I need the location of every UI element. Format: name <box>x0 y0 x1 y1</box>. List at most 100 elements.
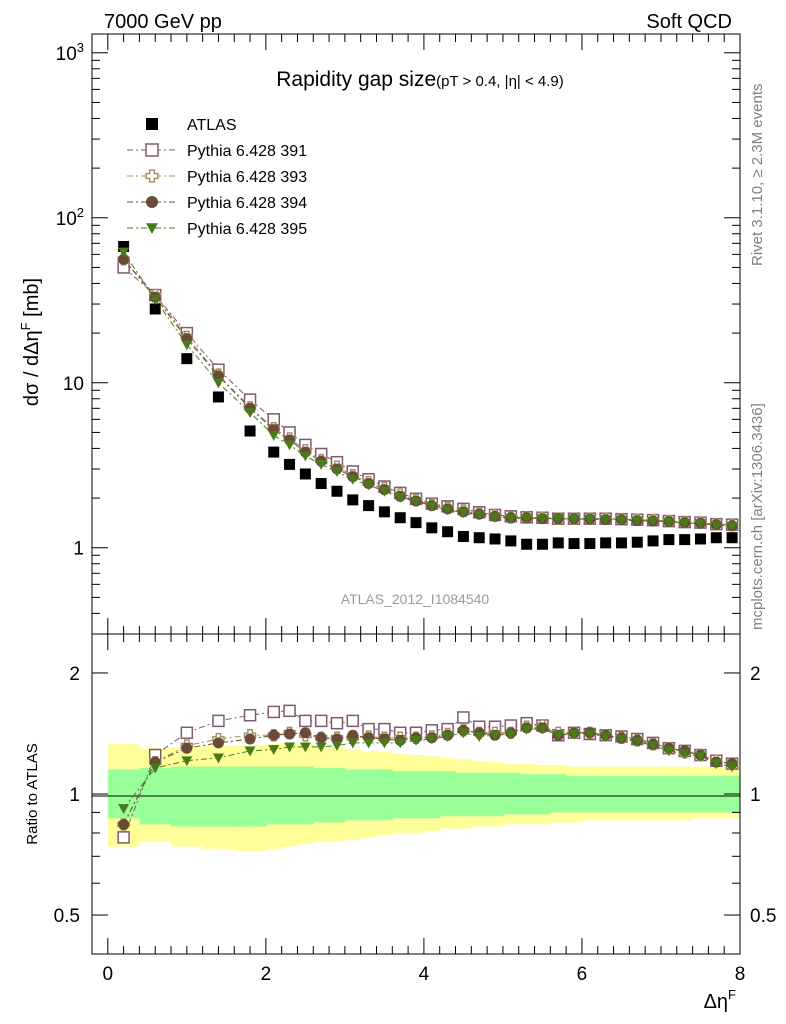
main-y-tick-label: 10 <box>63 374 84 395</box>
inner-uncertainty-band <box>692 775 709 813</box>
data-point <box>347 729 359 741</box>
data-point <box>146 223 158 234</box>
data-point <box>181 742 193 754</box>
inner-uncertainty-band <box>550 774 567 813</box>
data-point <box>268 430 280 441</box>
inner-uncertainty-band <box>708 775 725 813</box>
data-point <box>284 458 296 470</box>
data-point <box>244 425 256 437</box>
data-point <box>536 538 548 550</box>
data-point <box>284 728 296 740</box>
data-point <box>663 517 675 528</box>
inner-uncertainty-band <box>408 771 425 819</box>
data-point <box>521 538 533 550</box>
data-point <box>181 353 193 365</box>
data-point <box>442 526 454 538</box>
data-point <box>505 514 517 525</box>
inner-uncertainty-band <box>439 771 457 817</box>
data-point <box>647 535 659 547</box>
data-point <box>584 729 596 740</box>
data-point <box>145 169 159 183</box>
data-point <box>568 729 580 740</box>
data-point <box>410 517 422 529</box>
data-point <box>663 534 675 546</box>
x-label-base: Δη <box>704 991 728 1013</box>
main-y-label-sup: F <box>18 322 33 330</box>
data-point <box>180 726 194 740</box>
inner-uncertainty-band <box>645 775 662 813</box>
data-point <box>331 741 343 752</box>
data-point <box>631 737 643 748</box>
chart-title: Rapidity gap size(pT > 0.4, |η| < 4.9) <box>276 68 564 91</box>
x-axis-label: ΔηF <box>704 987 736 1013</box>
data-point <box>378 738 390 749</box>
data-point <box>584 514 596 525</box>
main-y-tick-label: 103 <box>56 40 84 65</box>
inner-uncertainty-band <box>518 774 536 815</box>
data-point <box>457 508 469 519</box>
data-point <box>473 510 485 521</box>
chart-title-cuts: (pT > 0.4, |η| < 4.9) <box>436 73 564 90</box>
ratio-y-tick-label-right: 0.5 <box>750 906 776 927</box>
ratio-y-tick-label-right: 1 <box>750 785 761 806</box>
data-point <box>710 520 722 531</box>
data-point <box>647 516 659 527</box>
data-point <box>473 732 485 742</box>
inner-uncertainty-band <box>455 772 472 817</box>
data-point <box>181 756 193 767</box>
x-tick-label: 4 <box>419 964 430 985</box>
data-point <box>536 514 548 525</box>
ratio-y-tick-label: 1 <box>69 785 80 806</box>
data-point <box>118 804 130 815</box>
data-point <box>212 737 224 749</box>
inner-uncertainty-band <box>597 775 615 813</box>
data-point <box>212 714 225 728</box>
data-point <box>347 738 359 749</box>
inner-uncertainty-band <box>171 766 204 827</box>
data-point <box>489 730 501 741</box>
data-point <box>331 467 343 477</box>
data-point <box>212 753 224 764</box>
inner-uncertainty-band <box>502 772 520 815</box>
series-pythia-6-428-395 <box>118 724 738 815</box>
data-point <box>267 705 281 719</box>
data-point <box>378 486 390 497</box>
inner-uncertainty-band <box>534 774 551 815</box>
energy-label: 7000 GeV pp <box>104 11 222 33</box>
ratio-y-tick-label: 2 <box>69 664 80 685</box>
data-point <box>552 537 564 549</box>
legend-entry: Pythia 6.428 391 <box>127 143 307 160</box>
data-point <box>489 533 501 545</box>
ratio-bands <box>107 742 741 852</box>
data-point <box>584 538 596 550</box>
series-line <box>123 251 733 527</box>
inner-uncertainty-band <box>676 775 694 813</box>
data-point <box>694 533 706 545</box>
data-point <box>521 724 533 735</box>
series-pythia-6-428-393 <box>117 253 739 532</box>
inner-uncertainty-band <box>487 772 504 817</box>
series-atlas <box>118 240 738 550</box>
data-point <box>457 530 469 542</box>
rivet-label: Rivet 3.1.10, ≥ 2.3M events <box>749 84 766 267</box>
legend-label: Pythia 6.428 391 <box>187 143 307 160</box>
data-point <box>694 752 706 762</box>
data-point <box>315 478 327 490</box>
legend-entry: Pythia 6.428 394 <box>127 195 307 212</box>
data-point <box>631 536 643 548</box>
inner-uncertainty-band <box>329 768 346 823</box>
data-point <box>299 451 311 462</box>
data-point <box>663 746 675 757</box>
data-point <box>394 512 406 524</box>
data-point <box>315 459 327 470</box>
inner-uncertainty-band <box>360 769 377 821</box>
x-tick-label: 8 <box>735 964 746 985</box>
ratio-axes: 0.5 0.5 1 1 2 2 0 2 4 6 8 <box>54 634 776 985</box>
analysis-label: ATLAS_2012_I1084540 <box>341 591 490 607</box>
category-label: Soft QCD <box>646 11 732 33</box>
series-pythia-6-428-394 <box>118 253 738 532</box>
legend-label: ATLAS <box>187 117 237 134</box>
data-point <box>410 735 422 746</box>
data-point <box>363 500 375 512</box>
data-point <box>679 749 691 760</box>
